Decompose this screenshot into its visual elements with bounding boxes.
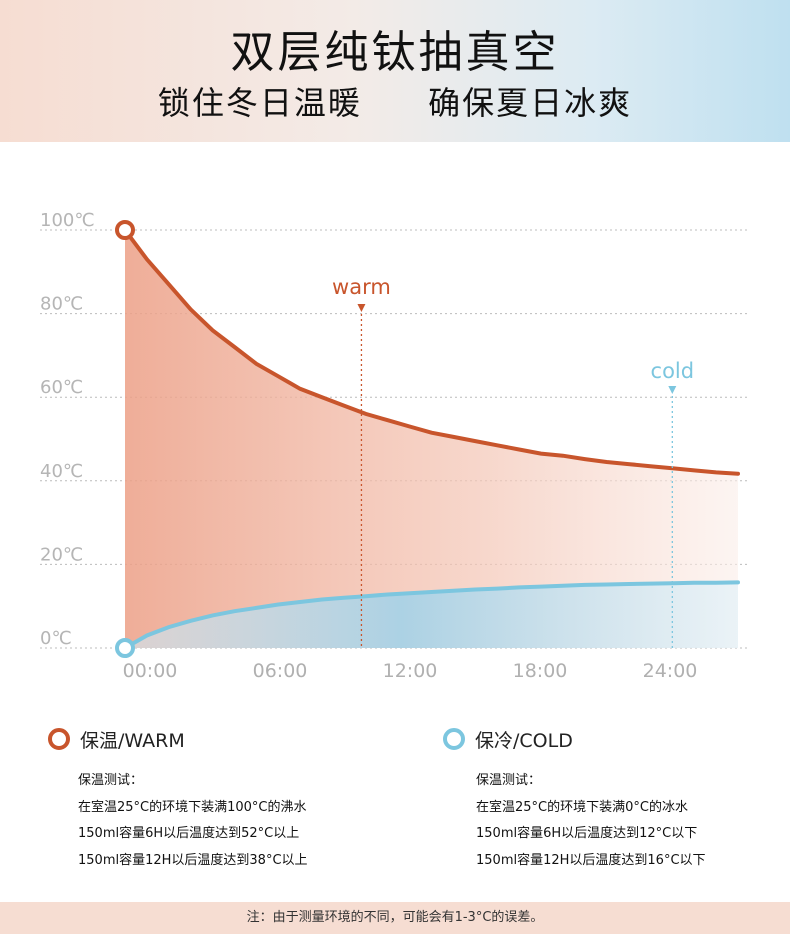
legend-cold: 保冷/COLD: [443, 724, 573, 754]
x-tick-label: 18:00: [513, 660, 568, 682]
y-tick-label: 40℃: [40, 461, 83, 482]
series-area: [125, 582, 738, 648]
warm-note-line: 150ml容量12H以后温度达到38°C以上: [78, 852, 308, 868]
x-tick-label: 00:00: [123, 660, 178, 682]
subtitle-right: 确保夏日冰爽: [428, 84, 633, 122]
y-tick-label: 0℃: [40, 628, 72, 649]
footer-note: 注：由于测量环境的不同，可能会有1-3°C的误差。: [0, 902, 790, 934]
warm-ring-icon: [48, 728, 70, 750]
series-start-marker: [115, 638, 135, 658]
warm-note-line: 在室温25°C的环境下装满100°C的沸水: [78, 799, 307, 815]
warm-note-line: 保温测试：: [78, 773, 144, 788]
cold-note-line: 150ml容量12H以后温度达到16°C以下: [476, 852, 706, 868]
y-tick-label: 60℃: [40, 377, 83, 398]
y-tick-label: 20℃: [40, 544, 83, 565]
cold-note-line: 保温测试：: [476, 773, 542, 788]
series-line: [123, 580, 740, 650]
legend-cold-label: 保冷/COLD: [475, 729, 573, 752]
cold-note-line: 150ml容量6H以后温度达到12°C以下: [476, 826, 698, 841]
cold-test-notes: 保温测试： 在室温25°C的环境下装满0°C的冰水 150ml容量6H以后温度达…: [476, 768, 706, 874]
series-line: [123, 228, 740, 476]
warm-test-notes: 保温测试： 在室温25°C的环境下装满100°C的沸水 150ml容量6H以后温…: [78, 768, 308, 874]
annotation-arrow: [668, 386, 677, 394]
legend-warm: 保温/WARM: [48, 724, 185, 754]
legend-warm-label: 保温/WARM: [80, 729, 185, 752]
series-start-marker: [115, 220, 135, 240]
x-tick-label: 24:00: [643, 660, 698, 682]
x-tick-label: 12:00: [383, 660, 438, 682]
cold-ring-icon: [443, 728, 465, 750]
warm-note-line: 150ml容量6H以后温度达到52°C以上: [78, 826, 300, 841]
page-title: 双层纯钛抽真空: [230, 27, 560, 78]
annotation-arrow: [357, 304, 366, 312]
y-tick-label: 100℃: [40, 210, 95, 231]
subtitle-left: 锁住冬日温暖: [157, 84, 362, 122]
page-subtitle: 锁住冬日温暖 确保夏日冰爽: [0, 78, 790, 124]
temperature-chart: warm cold 0℃ 20℃ 40℃ 60℃ 80℃ 100℃ 00:00 06:00 12:…: [0, 190, 790, 690]
cold-note-line: 在室温25°C的环境下装满0°C的冰水: [476, 799, 688, 815]
y-tick-label: 80℃: [40, 294, 83, 315]
annotation-label: warm: [332, 275, 391, 299]
series-area: [125, 230, 738, 648]
annotation-label: cold: [651, 359, 695, 383]
x-tick-label: 06:00: [253, 660, 308, 682]
chart-svg: warm cold 0℃ 20℃ 40℃ 60℃ 80℃ 100℃ 00:00 06:00 12:…: [40, 210, 748, 682]
header-banner: 双层纯钛抽真空 锁住冬日温暖 确保夏日冰爽: [0, 0, 790, 142]
